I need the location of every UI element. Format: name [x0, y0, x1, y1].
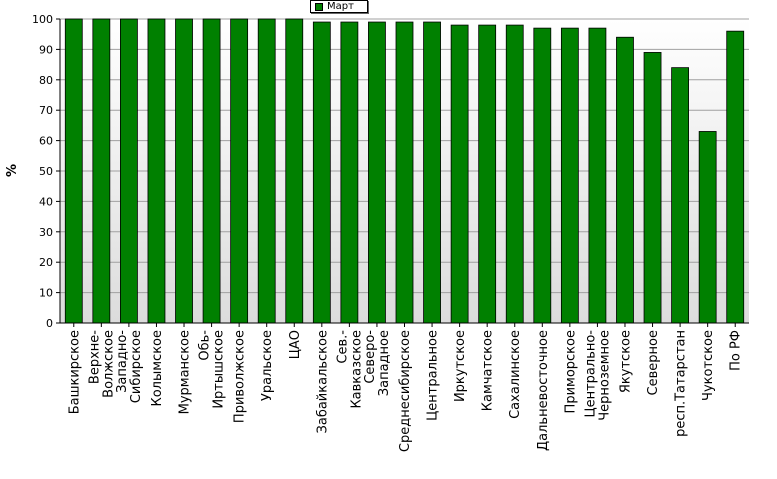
legend-label: Март — [327, 1, 354, 12]
y-tick-label: 50 — [39, 165, 53, 178]
x-tick-label: Уральское — [260, 330, 275, 401]
y-tick-label: 40 — [39, 195, 53, 208]
y-tick-label: 90 — [39, 43, 53, 56]
bar — [230, 18, 249, 324]
bar — [285, 18, 304, 324]
bar — [147, 18, 166, 324]
x-tick-label: Обь-Иртышское — [198, 330, 227, 409]
y-tick-label: 70 — [39, 104, 53, 117]
bar — [616, 36, 634, 324]
bar — [533, 27, 552, 324]
y-axis-title: % — [5, 163, 21, 178]
x-tick-label: Северное — [646, 330, 661, 395]
x-tick-label: Среднесибирское — [398, 330, 413, 452]
bar — [726, 30, 745, 324]
x-tick-label: Центрально-Черноземное — [583, 330, 612, 421]
x-tick-label: Сахалинское — [508, 330, 523, 419]
y-tick-label: 60 — [39, 135, 53, 148]
x-tick-label: Иркутское — [453, 330, 468, 402]
x-tick-label: ЦАО — [288, 330, 303, 359]
x-tick-label: Мурманское — [178, 330, 193, 414]
bar — [257, 18, 276, 324]
x-tick-label: Камчатское — [481, 330, 496, 411]
bar — [450, 24, 469, 324]
x-tick-label: Северо-Западное — [363, 330, 392, 397]
bar — [175, 18, 193, 324]
legend: Март — [310, 0, 368, 13]
bar — [202, 18, 221, 324]
x-tick-label: респ.Татарстан — [674, 330, 689, 437]
x-tick-label: Дальневосточное — [536, 330, 551, 451]
bar — [92, 18, 111, 324]
bar — [671, 67, 689, 324]
x-tick-label: Сев.-Кавказское — [335, 330, 364, 409]
y-tick-label: 0 — [46, 317, 53, 330]
x-tick-label: Чукотское — [701, 330, 716, 401]
x-tick-label: Центральное — [426, 330, 441, 421]
x-tick-label: Западно-Сибирское — [115, 330, 144, 404]
x-tick-label: Приморское — [563, 330, 578, 413]
bar — [588, 27, 607, 324]
bar — [698, 131, 717, 324]
bar — [478, 24, 497, 324]
y-tick-label: 100 — [32, 13, 53, 26]
bar — [560, 27, 579, 324]
x-tick-label: По РФ — [729, 330, 744, 371]
bar — [395, 21, 414, 324]
bar — [120, 18, 138, 324]
bar — [368, 21, 386, 324]
x-tick-label: Забайкальское — [315, 330, 330, 433]
x-tick-label: Верхне-Волжское — [87, 330, 116, 398]
y-axis-ticks: 0 10 20 30 40 50 60 70 80 90 100 — [32, 13, 60, 330]
bars — [64, 18, 745, 324]
bar — [643, 52, 662, 324]
y-tick-label: 30 — [39, 226, 53, 239]
x-tick-label: Колымское — [150, 330, 165, 407]
bar — [312, 21, 331, 324]
y-tick-label: 80 — [39, 74, 53, 87]
legend-swatch — [315, 2, 323, 11]
bar — [505, 24, 524, 324]
bar — [423, 21, 441, 324]
y-tick-label: 10 — [39, 287, 53, 300]
x-axis-labels: Башкирское Верхне-ВолжскоеЗападно-Сибирск… — [67, 323, 744, 452]
x-tick-label: Якутское — [618, 330, 633, 393]
x-tick-label: Башкирское — [67, 330, 82, 414]
bar — [340, 21, 359, 324]
x-tick-label: Приволжское — [233, 330, 248, 423]
bar — [64, 18, 83, 324]
y-tick-label: 20 — [39, 256, 53, 269]
